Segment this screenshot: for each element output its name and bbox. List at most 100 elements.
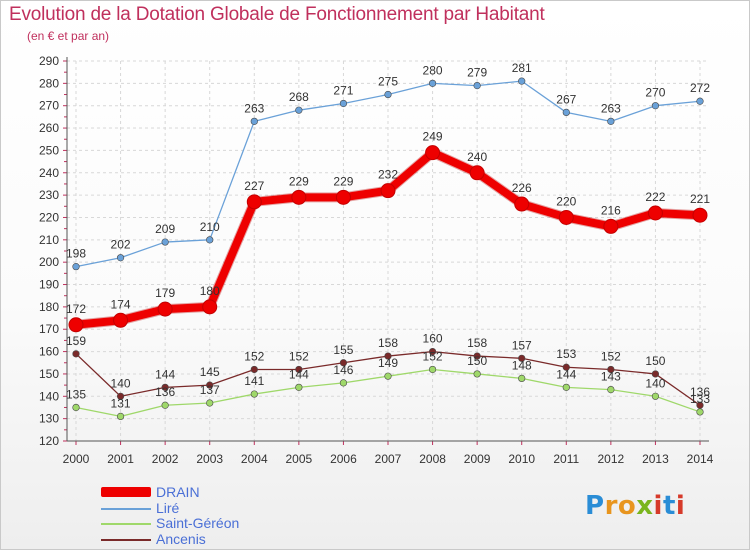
legend-swatch-saint-gereon [101,523,151,525]
x-tick-label: 2000 [63,452,90,466]
data-label-ancenis: 150 [645,354,665,368]
data-label-lir-: 202 [111,238,131,252]
data-point-saint-g-r-on [295,383,303,391]
data-label-saint-g-r-on: 146 [333,363,353,377]
series-lines [68,77,708,421]
legend-label-ancenis: Ancenis [156,530,206,547]
y-tick-label: 170 [39,322,59,336]
data-point-ancenis [161,383,169,391]
data-point-saint-g-r-on [339,379,348,387]
data-label-saint-g-r-on: 150 [467,354,487,368]
data-point-ancenis [339,359,348,367]
gridlines [67,60,709,442]
data-point-lir- [562,108,570,117]
data-label-drain: 216 [601,203,621,217]
data-label-lir-: 275 [378,75,398,89]
data-point-drain [603,218,619,234]
data-point-ancenis [384,352,392,360]
data-point-lir- [339,99,348,108]
data-label-ancenis: 160 [423,332,443,346]
y-tick-label: 240 [39,166,59,180]
logo-letter: t [662,491,676,521]
data-point-drain [514,196,530,212]
data-point-saint-g-r-on [696,408,704,416]
data-label-drain: 232 [378,168,398,182]
data-label-drain: 174 [111,297,131,311]
chart-subtitle: (en € et par an) [27,29,110,43]
data-point-lir- [161,238,169,246]
data-point-saint-g-r-on [651,392,660,400]
data-point-ancenis [473,352,481,360]
y-tick-label: 280 [39,76,59,90]
y-tick-label: 150 [39,367,59,381]
data-point-lir- [428,79,437,87]
logo-letter: r [604,491,618,521]
logo-letter: i [653,491,663,521]
x-tick-label: 2005 [286,452,313,466]
data-point-drain [157,301,173,317]
data-point-drain [469,165,485,181]
logo-letter: x [636,491,654,521]
y-tick-label: 250 [39,143,59,157]
data-label-saint-g-r-on: 143 [601,370,621,384]
data-label-ancenis: 145 [200,365,220,379]
data-label-ancenis: 144 [155,367,175,381]
data-point-drain [335,189,351,205]
data-point-saint-g-r-on [518,374,526,383]
legend-swatch-drain [101,487,151,497]
data-point-lir- [473,81,481,90]
logo-letter: o [617,491,637,521]
y-tick-label: 140 [39,389,59,403]
x-tick-label: 2014 [687,452,714,466]
data-label-saint-g-r-on: 149 [378,356,398,370]
data-label-lir-: 281 [512,61,532,75]
data-label-drain: 229 [289,174,309,188]
data-label-lir-: 268 [289,90,309,104]
data-label-drain: 172 [66,302,86,316]
data-point-saint-g-r-on [250,390,258,398]
data-point-ancenis [696,401,704,409]
data-point-saint-g-r-on [384,372,392,380]
data-point-lir- [250,117,258,125]
data-label-ancenis: 152 [601,349,621,363]
data-label-lir-: 263 [601,101,621,115]
data-point-lir- [607,117,615,125]
data-label-ancenis: 140 [111,376,131,390]
data-label-lir-: 272 [690,81,710,95]
data-point-lir- [116,254,125,262]
legend-label-drain: DRAIN [156,484,200,500]
data-point-drain [647,205,663,221]
y-tick-label: 270 [39,99,59,113]
data-label-drain: 227 [244,179,264,193]
data-label-lir-: 263 [244,101,264,115]
data-point-ancenis [428,347,437,356]
y-tick-label: 230 [39,188,59,202]
legend-label-lire: Liré [156,499,180,516]
data-label-drain: 240 [467,150,487,164]
x-tick-label: 2004 [241,452,268,466]
data-label-ancenis: 153 [556,347,576,361]
logo-letter: P [585,491,605,521]
data-point-drain [425,145,441,161]
data-label-drain: 221 [690,192,710,206]
data-label-lir-: 267 [556,92,576,106]
data-label-ancenis: 157 [512,338,532,352]
legend-label-saint-gereon: Saint-Géréon [156,515,240,531]
x-tick-label: 2011 [553,452,579,466]
data-label-lir-: 279 [467,66,487,80]
data-label-lir-: 270 [645,86,665,100]
y-tick-label: 260 [39,121,59,135]
data-label-ancenis: 159 [66,334,86,348]
data-point-ancenis [295,365,303,374]
data-point-lir- [696,97,704,105]
data-point-saint-g-r-on [607,385,615,394]
logo-letter: i [675,491,686,521]
data-point-ancenis [651,370,660,378]
data-label-ancenis: 158 [467,336,487,350]
legend-swatch-lire [101,507,151,510]
x-tick-label: 2007 [375,452,402,466]
data-point-ancenis [562,363,570,371]
data-label-lir-: 198 [66,247,86,261]
data-point-drain [113,312,129,328]
data-label-saint-g-r-on: 135 [66,387,86,401]
